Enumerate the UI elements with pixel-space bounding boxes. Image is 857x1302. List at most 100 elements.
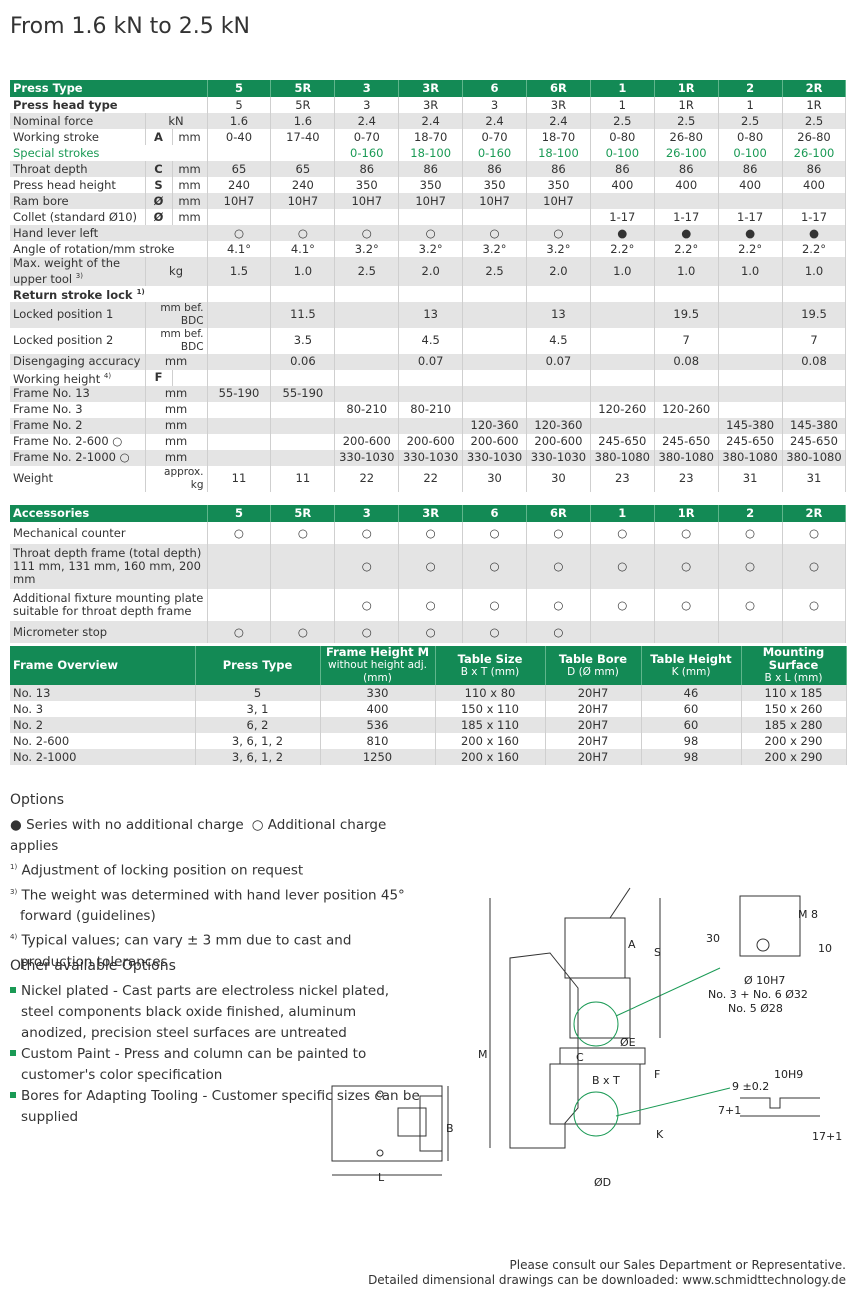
cell: 3, 1 [195, 701, 321, 717]
leader [615, 1087, 731, 1117]
cell: 1R [782, 97, 847, 113]
cell: 11 [207, 465, 272, 492]
label: No. 5 Ø28 [728, 1002, 783, 1015]
cell [270, 145, 336, 161]
cell: 1R [654, 97, 719, 113]
symbol: Ø [145, 193, 173, 209]
row-label: Press head type [10, 97, 208, 113]
cell: 80-210 [334, 401, 400, 418]
footer-line: Please consult our Sales Department or R… [509, 1258, 846, 1272]
label-text: Locked position 2 [13, 333, 114, 348]
cell: 3.2° [398, 241, 464, 257]
cell: 65 [270, 161, 336, 177]
cell [270, 449, 336, 466]
cell: 10H7 [398, 193, 464, 209]
row: Frame No. 2-1000 ○ mm 330-1030 330-1030 330-… [10, 449, 847, 466]
cell [270, 544, 336, 589]
header-cell: 3R [398, 505, 464, 522]
cell: 1-17 [718, 209, 783, 225]
cell [398, 209, 464, 225]
cell: No. 13 [10, 685, 196, 701]
header-cell: 6 [462, 80, 527, 97]
unit: mm bef. BDC [145, 301, 208, 328]
cell: 0.08 [654, 353, 719, 370]
option-item: Custom Paint - Press and column can be p… [10, 1044, 420, 1086]
cell [270, 417, 336, 434]
cell: ○ [526, 544, 591, 589]
label-line: Micrometer stop [13, 624, 108, 639]
cell [718, 285, 783, 302]
cell: ○ [718, 544, 783, 589]
row: Working height 4) F [10, 369, 847, 386]
cell: ○ [398, 522, 464, 544]
label-text: Locked position 1 [13, 307, 114, 322]
cell: ○ [590, 544, 655, 589]
cell: 13 [398, 301, 464, 328]
cell [782, 621, 847, 643]
cell: 2.4 [526, 113, 591, 129]
cell: 245-650 [590, 433, 655, 450]
cell [462, 385, 527, 402]
unit: mm [172, 177, 208, 193]
row-label: Mechanical counter [10, 522, 208, 544]
row: No. 13 5 330 110 x 80 20H7 46 110 x 185 [10, 685, 847, 701]
cell: 1-17 [782, 209, 847, 225]
cell: 4.5 [398, 327, 464, 354]
cell: 18-70 [398, 129, 464, 145]
header-cell: 3 [334, 505, 400, 522]
cell: 7 [782, 327, 847, 354]
cell: 31 [718, 465, 783, 492]
cell: 3, 6, 1, 2 [195, 733, 321, 749]
cell: 150 x 110 [435, 701, 546, 717]
header-cell: 5R [270, 505, 336, 522]
label-text: Frame No. 2-1000 ○ [13, 450, 130, 465]
cell [462, 353, 527, 370]
label: No. 3 + No. 6 Ø32 [708, 988, 808, 1001]
cell [207, 433, 272, 450]
bullet [10, 1092, 16, 1098]
cell: 2.2° [654, 241, 719, 257]
cell [334, 417, 400, 434]
cell: ○ [334, 544, 400, 589]
detail-circle [573, 1001, 619, 1047]
legend-item: ● Series with no additional charge [10, 817, 244, 833]
row-label: Locked position 1 [10, 301, 146, 328]
cell: 22 [398, 465, 464, 492]
label: 30 [706, 932, 720, 945]
cell [207, 417, 272, 434]
cell: 200-600 [462, 433, 527, 450]
row: Throat depth frame (total depth) 111 mm, … [10, 544, 847, 589]
item-text: Custom Paint - Press and column can be p… [21, 1046, 367, 1083]
cell [718, 369, 783, 386]
cell: 2.2° [782, 241, 847, 257]
unit: mm [145, 401, 208, 418]
row-label: Working stroke [10, 129, 146, 145]
header-cell: 1 [590, 80, 655, 97]
symbol: Ø [145, 209, 173, 225]
label-text: Nominal force [13, 113, 94, 128]
cell: 0.08 [782, 353, 847, 370]
cell: 350 [334, 177, 400, 193]
cell: ○ [526, 621, 591, 643]
cell: ○ [526, 522, 591, 544]
cell [207, 301, 272, 328]
label-text: Working stroke [13, 129, 99, 144]
unit [172, 369, 208, 386]
cell: 330-1030 [526, 449, 591, 466]
cell: 0.06 [270, 353, 336, 370]
symbol: F [145, 369, 173, 386]
label-text: Angle of rotation/mm stroke [13, 241, 175, 256]
cell: 86 [718, 161, 783, 177]
cell: 330-1030 [398, 449, 464, 466]
cell: 0-40 [207, 129, 272, 145]
row-label: Angle of rotation/mm stroke [10, 241, 208, 257]
cell [462, 285, 527, 302]
item-text: Nickel plated - Cast parts are electrole… [21, 983, 390, 1041]
cell: 240 [207, 177, 272, 193]
cell: 0-160 [462, 145, 527, 161]
cell [398, 285, 464, 302]
header-cell: Accessories [10, 505, 208, 522]
header-cell: 2 [718, 80, 783, 97]
